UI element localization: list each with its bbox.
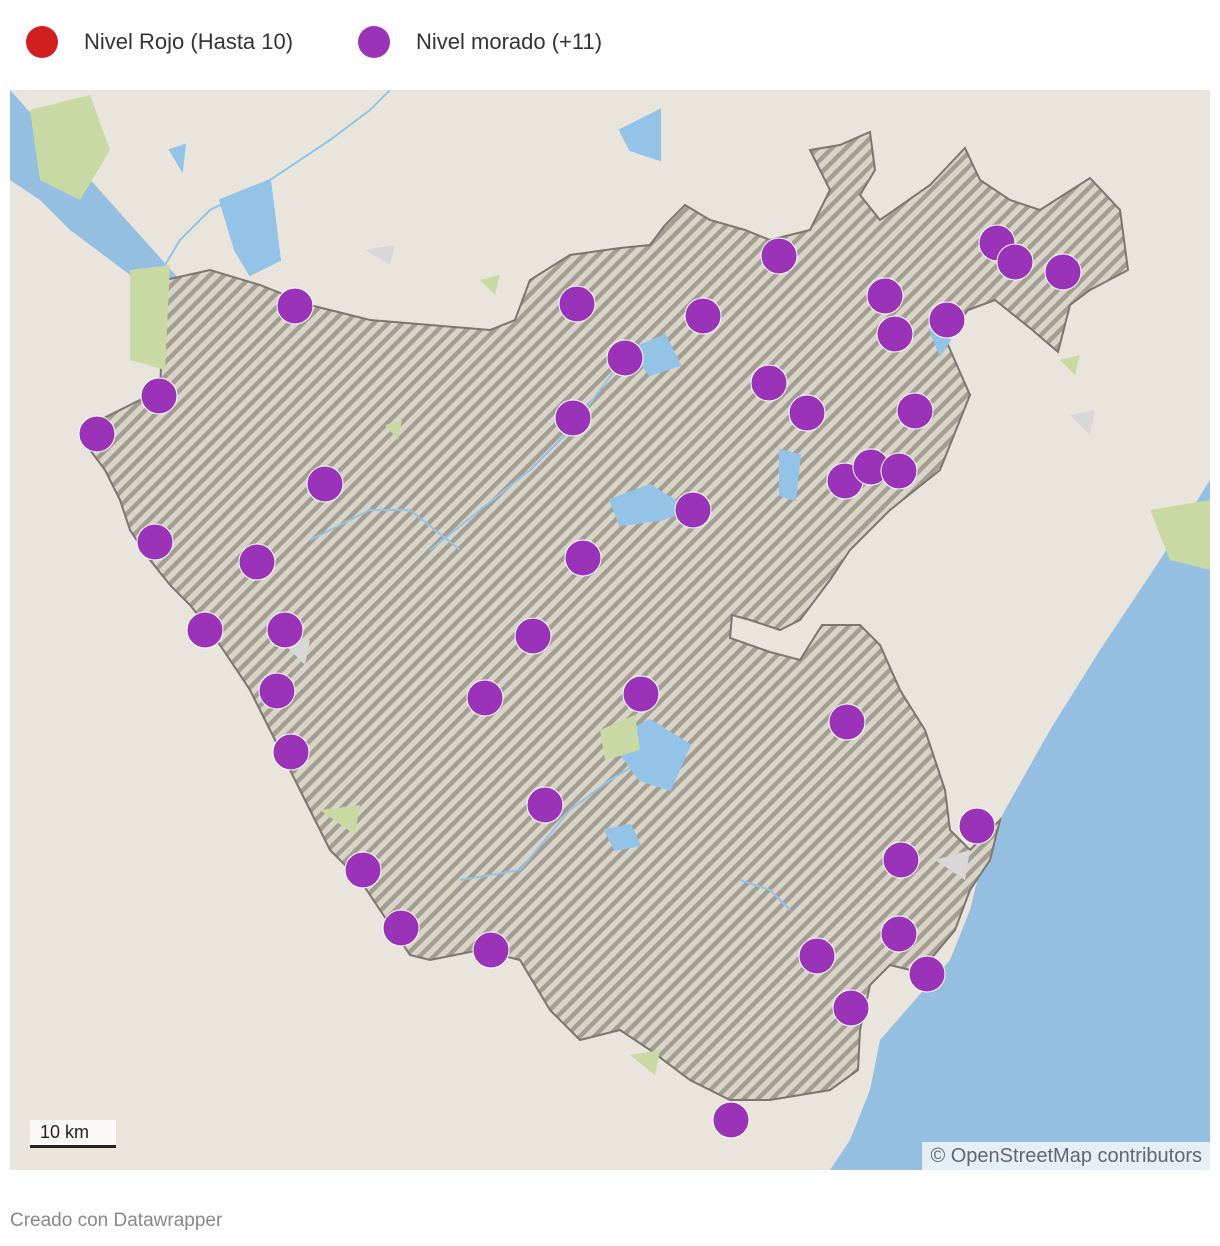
urban-areas: [285, 245, 1095, 880]
legend-label-rojo: Nivel Rojo (Hasta 10): [84, 29, 294, 54]
legend-dot-morado: [358, 26, 390, 58]
map-marker-34[interactable]: [526, 786, 564, 824]
map-marker-4[interactable]: [760, 237, 798, 275]
map-marker-35[interactable]: [958, 807, 996, 845]
map-marker-12[interactable]: [750, 364, 788, 402]
map-marker-17[interactable]: [78, 415, 116, 453]
map-marker-25[interactable]: [564, 539, 602, 577]
map-marker-1[interactable]: [276, 287, 314, 325]
map-marker-29[interactable]: [258, 672, 296, 710]
vegetation: [30, 95, 1210, 1075]
map-marker-28[interactable]: [514, 617, 552, 655]
map-marker-2[interactable]: [558, 285, 596, 323]
map-marker-13[interactable]: [788, 394, 826, 432]
legend-dot-rojo: [26, 26, 58, 58]
map-marker-30[interactable]: [466, 679, 504, 717]
map-marker-16[interactable]: [140, 377, 178, 415]
map-marker-38[interactable]: [382, 909, 420, 947]
map-marker-31[interactable]: [622, 675, 660, 713]
map-marker-32[interactable]: [272, 733, 310, 771]
scale-line: [30, 1145, 116, 1148]
map-marker-44[interactable]: [712, 1101, 750, 1139]
markers-layer: [78, 224, 1082, 1139]
map-marker-11[interactable]: [606, 339, 644, 377]
map-marker-23[interactable]: [136, 523, 174, 561]
map-marker-7[interactable]: [928, 301, 966, 339]
map-marker-36[interactable]: [882, 841, 920, 879]
map-marker-5[interactable]: [866, 277, 904, 315]
scale-bar: 10 km: [30, 1120, 116, 1148]
legend-item-rojo: Nivel Rojo (Hasta 10): [26, 26, 293, 58]
map-marker-24[interactable]: [238, 543, 276, 581]
map-marker-18[interactable]: [306, 465, 344, 503]
map-marker-15[interactable]: [554, 399, 592, 437]
map-marker-37[interactable]: [344, 851, 382, 889]
footer-credit[interactable]: Creado con Datawrapper: [10, 1210, 223, 1231]
map-marker-39[interactable]: [472, 931, 510, 969]
map-marker-9[interactable]: [996, 243, 1034, 281]
legend: Nivel Rojo (Hasta 10) Nivel morado (+11): [0, 18, 1220, 62]
map-marker-3[interactable]: [684, 297, 722, 335]
map-marker-33[interactable]: [828, 703, 866, 741]
map[interactable]: 10 km © OpenStreetMap contributors: [10, 90, 1210, 1170]
map-marker-14[interactable]: [896, 392, 934, 430]
map-marker-27[interactable]: [266, 611, 304, 649]
map-marker-22[interactable]: [880, 452, 918, 490]
map-marker-6[interactable]: [876, 315, 914, 353]
legend-item-morado: Nivel morado (+11): [358, 26, 602, 58]
legend-label-morado: Nivel morado (+11): [416, 29, 603, 54]
map-marker-19[interactable]: [674, 491, 712, 529]
map-marker-40[interactable]: [798, 937, 836, 975]
map-canvas[interactable]: [10, 90, 1210, 1170]
map-marker-26[interactable]: [186, 611, 224, 649]
map-attribution[interactable]: © OpenStreetMap contributors: [922, 1142, 1210, 1170]
map-marker-41[interactable]: [880, 915, 918, 953]
map-marker-43[interactable]: [832, 989, 870, 1027]
map-marker-42[interactable]: [908, 955, 946, 993]
scale-label: 10 km: [40, 1122, 90, 1142]
map-marker-10[interactable]: [1044, 253, 1082, 291]
